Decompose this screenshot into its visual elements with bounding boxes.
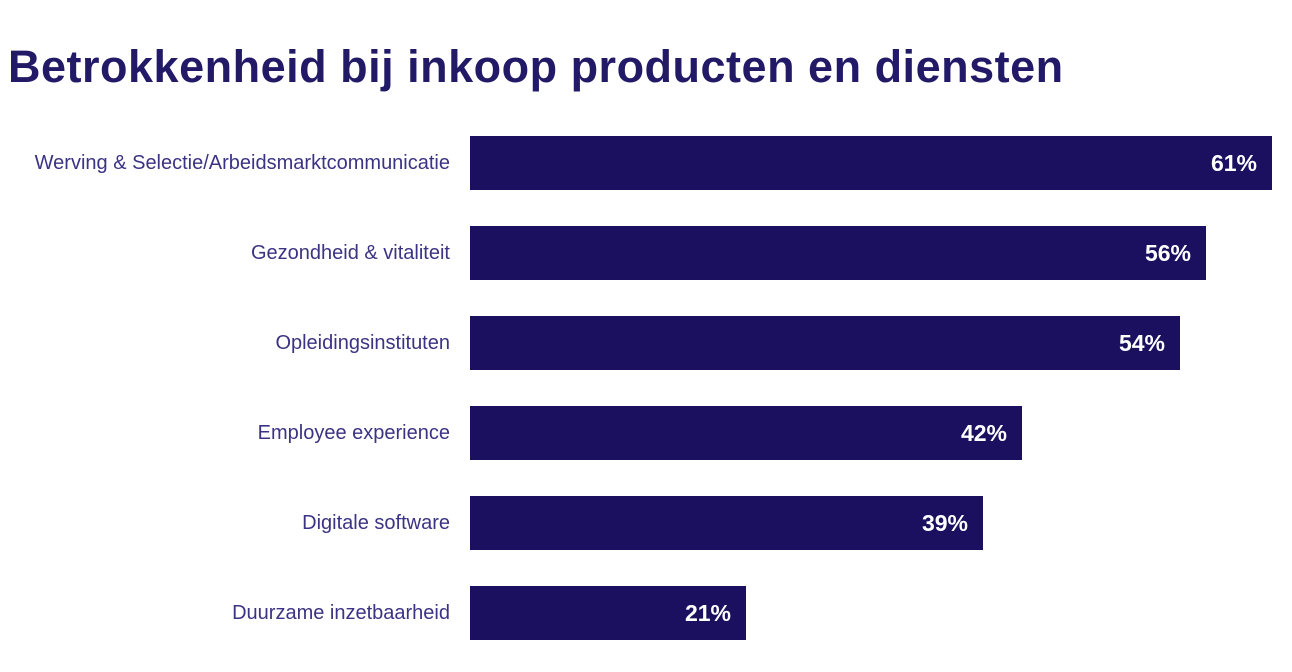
bar-row: Employee experience 42% — [0, 406, 1292, 460]
bar-track: 61% — [470, 136, 1292, 190]
category-label: Gezondheid & vitaliteit — [250, 241, 450, 264]
bar-row: Werving & Selectie/Arbeidsmarktcommunica… — [0, 136, 1292, 190]
value-label: 21% — [684, 599, 731, 626]
category-label: Duurzame inzetbaarheid — [232, 601, 450, 624]
category-label: Employee experience — [257, 421, 450, 444]
bar: 61% — [470, 136, 1272, 190]
bar: 42% — [470, 406, 1022, 460]
value-label: 54% — [1118, 329, 1165, 356]
category-label: Digitale software — [302, 511, 450, 534]
value-label: 39% — [921, 509, 968, 536]
value-label: 56% — [1144, 239, 1191, 266]
bar-row: Duurzame inzetbaarheid 21% — [0, 586, 1292, 640]
bar-track: 21% — [470, 586, 1292, 640]
bar-row: Digitale software 39% — [0, 496, 1292, 550]
bar-track: 39% — [470, 496, 1292, 550]
bar-track: 56% — [470, 226, 1292, 280]
bar: 39% — [470, 496, 983, 550]
category-label: Werving & Selectie/Arbeidsmarktcommunica… — [34, 151, 450, 174]
value-label: 61% — [1210, 149, 1257, 176]
bar: 54% — [470, 316, 1180, 370]
bar: 21% — [470, 586, 746, 640]
value-label: 42% — [960, 419, 1007, 446]
bar-track: 54% — [470, 316, 1292, 370]
chart-title: Betrokkenheid bij inkoop producten en di… — [8, 41, 1064, 92]
bar-chart: Werving & Selectie/Arbeidsmarktcommunica… — [0, 136, 1292, 640]
bar: 56% — [470, 226, 1206, 280]
bar-row: Gezondheid & vitaliteit 56% — [0, 226, 1292, 280]
bar-track: 42% — [470, 406, 1292, 460]
bar-row: Opleidingsinstituten 54% — [0, 316, 1292, 370]
category-label: Opleidingsinstituten — [275, 331, 450, 354]
